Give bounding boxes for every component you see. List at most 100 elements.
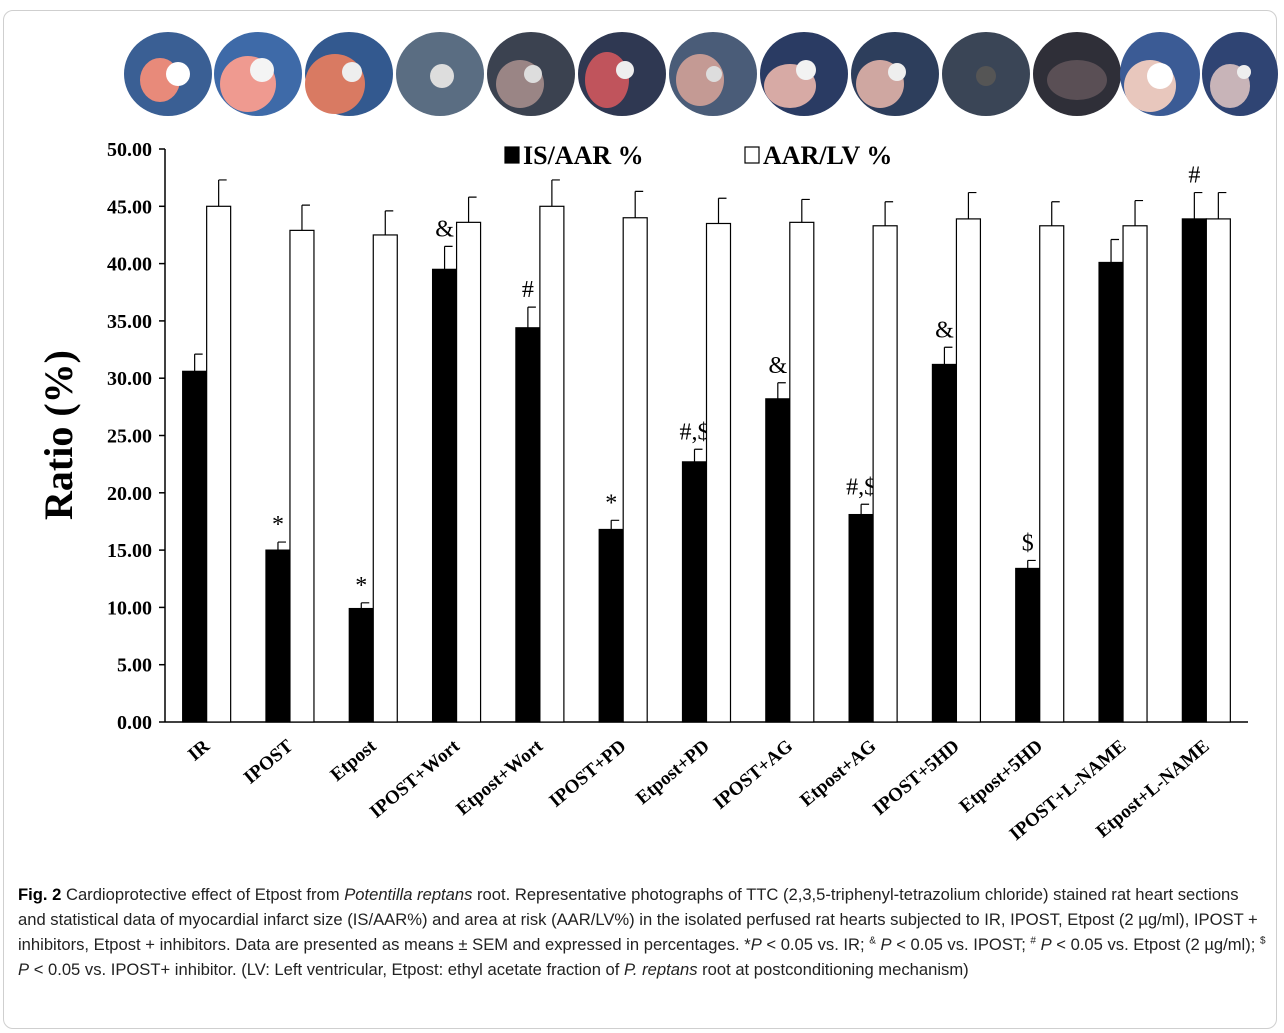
significance-label: # xyxy=(522,277,534,303)
bar xyxy=(1206,219,1230,722)
error-bar xyxy=(635,191,643,217)
significance-label: * xyxy=(272,512,284,538)
y-tick-label: 35.00 xyxy=(107,311,152,333)
bar xyxy=(683,462,707,722)
legend-label: IS/AAR % xyxy=(523,141,644,170)
significance-label: & xyxy=(768,353,787,379)
x-tick-label: IPOST+AG xyxy=(710,736,797,814)
error-bar xyxy=(944,347,952,364)
error-bar xyxy=(219,180,227,206)
error-bar xyxy=(885,202,893,226)
error-bar xyxy=(695,449,703,462)
y-tick-label: 50.00 xyxy=(107,139,152,161)
error-bar xyxy=(195,354,203,371)
bar xyxy=(1099,262,1123,722)
error-bar xyxy=(445,246,453,269)
x-tick-label: IPOST+Wort xyxy=(366,735,464,822)
caption-text: P xyxy=(876,935,892,954)
caption-text: Fig. 2 xyxy=(18,885,61,904)
y-axis-title: Ratio (%) xyxy=(36,350,81,520)
bar xyxy=(1040,226,1064,722)
page: Ratio (%) 0.005.0010.0015.0020.0025.0030… xyxy=(0,0,1284,1033)
error-bar xyxy=(302,205,310,230)
x-tick-label: Etpost+AG xyxy=(796,736,880,811)
y-tick-label: 25.00 xyxy=(107,426,152,448)
bar xyxy=(207,206,231,722)
bar xyxy=(290,230,314,722)
bar xyxy=(873,226,897,722)
caption-text: < 0.05 vs. IPOST+ inhibitor. (LV: Left v… xyxy=(29,960,624,979)
bar xyxy=(1016,568,1040,722)
y-tick-label: 15.00 xyxy=(107,540,152,562)
error-bar xyxy=(552,180,560,206)
chart: Ratio (%) 0.005.0010.0015.0020.0025.0030… xyxy=(0,0,1284,870)
bar xyxy=(599,529,623,722)
bar xyxy=(433,269,457,722)
caption-text: P xyxy=(751,935,762,954)
legend-label: AAR/LV % xyxy=(763,141,892,170)
significance-label: * xyxy=(605,490,617,516)
significance-label: & xyxy=(435,216,454,242)
bar xyxy=(516,328,540,722)
y-tick-label: 45.00 xyxy=(107,196,152,218)
significance-label: # xyxy=(1188,163,1200,189)
x-tick-label: IPOST+PD xyxy=(546,736,631,812)
error-bar xyxy=(611,520,619,529)
error-bar xyxy=(1218,193,1226,219)
caption: Fig. 2 Cardioprotective effect of Etpost… xyxy=(18,882,1270,982)
y-tick-label: 30.00 xyxy=(107,368,152,390)
error-bar xyxy=(1135,201,1143,226)
caption-text: root at postconditioning mechanism) xyxy=(698,960,969,979)
bar xyxy=(932,364,956,722)
x-tick-label: IPOST+5HD xyxy=(869,736,964,820)
heart-photos xyxy=(124,32,1278,116)
error-bar xyxy=(719,198,727,223)
error-bar xyxy=(802,199,810,222)
error-bar xyxy=(1052,202,1060,226)
x-tick-label: Etpost+PD xyxy=(632,736,714,809)
significance-label: * xyxy=(355,573,367,599)
bar xyxy=(457,222,481,722)
error-bar xyxy=(1194,193,1202,219)
error-bar xyxy=(469,197,477,222)
significance-label: #,$ xyxy=(680,419,710,445)
caption-text: P xyxy=(18,960,29,979)
caption-text: P xyxy=(1036,935,1052,954)
y-tick-label: 5.00 xyxy=(117,655,152,677)
bar xyxy=(540,206,564,722)
bar xyxy=(183,371,207,722)
y-tick-label: 40.00 xyxy=(107,254,152,276)
bar xyxy=(373,235,397,722)
error-bar xyxy=(385,211,393,235)
error-bar xyxy=(968,193,976,219)
bar xyxy=(707,223,731,722)
error-bar xyxy=(1028,560,1036,568)
error-bar xyxy=(861,504,869,514)
caption-text: < 0.05 vs. IR; xyxy=(762,935,869,954)
bar xyxy=(766,399,790,722)
caption-text: P. reptans xyxy=(624,960,698,979)
bar xyxy=(623,218,647,722)
caption-text: Cardioprotective effect of Etpost from xyxy=(61,885,344,904)
significance-label: & xyxy=(935,317,954,343)
caption-text: < 0.05 vs. Etpost (2 µg/ml); xyxy=(1052,935,1260,954)
bar xyxy=(956,219,980,722)
error-bar xyxy=(361,603,369,609)
error-bar xyxy=(1111,240,1119,263)
bar xyxy=(349,609,373,722)
x-tick-label: Etpost+Wort xyxy=(453,735,548,820)
error-bar xyxy=(278,542,286,550)
bar xyxy=(1123,226,1147,722)
y-tick-label: 20.00 xyxy=(107,483,152,505)
bar xyxy=(790,222,814,722)
legend-swatch xyxy=(745,147,759,163)
legend-swatch xyxy=(505,147,519,163)
significance-label: $ xyxy=(1022,530,1034,556)
significance-label: #,$ xyxy=(846,474,876,500)
caption-text: < 0.05 vs. IPOST; xyxy=(892,935,1031,954)
y-tick-label: 10.00 xyxy=(107,597,152,619)
error-bar xyxy=(528,307,536,328)
caption-text: Potentilla reptans xyxy=(344,885,472,904)
x-tick-label: IR xyxy=(184,736,214,766)
bar xyxy=(849,515,873,722)
